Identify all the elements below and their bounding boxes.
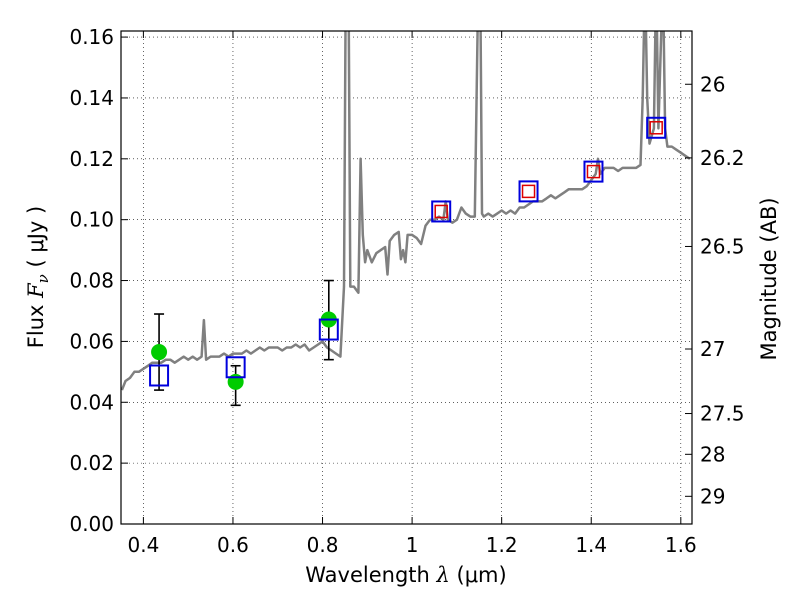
mag-tick-label: 29: [700, 484, 725, 508]
model-flux-small-square: [649, 121, 663, 135]
mag-tick-label: 26.5: [700, 234, 745, 258]
y-axis-label-subscript: ν: [34, 274, 52, 283]
y-tick-label: 0.12: [69, 147, 114, 171]
x-tick-label: 1.6: [665, 533, 697, 557]
mag-tick-label: 26.2: [700, 146, 745, 170]
y-axis-label-unit: ( μJy ): [24, 206, 48, 274]
y-axis-label: Flux Fν ( μJy ): [24, 206, 52, 348]
x-tick-label: 0.8: [307, 533, 339, 557]
y2-axis-label: Magnitude (AB): [757, 197, 781, 360]
x-axis-label-unit: (μm): [450, 563, 507, 587]
model-flux-square: [431, 200, 452, 223]
x-tick-label: 0.4: [127, 533, 159, 557]
model-spectrum-line: [121, 31, 691, 391]
y-axis-label-text: Flux: [24, 298, 48, 348]
y-tick-label: 0.14: [69, 86, 114, 110]
model-flux-square: [318, 318, 339, 341]
mag-tick-label: 26: [700, 72, 725, 96]
mag-tick-label: 28: [700, 442, 725, 466]
model-flux-square: [225, 356, 246, 379]
x-tick-label: 1.2: [486, 533, 518, 557]
model-flux-square: [646, 116, 667, 139]
observed-flux-point: [151, 344, 168, 361]
x-axis-label-symbol: λ: [436, 563, 450, 587]
model-flux-square: [518, 180, 539, 203]
y-axis-label-symbol: F: [24, 282, 48, 299]
x-axis-label-text: Wavelength: [305, 563, 436, 587]
y-tick-label: 0.06: [69, 329, 114, 353]
y-tick-label: 0.00: [69, 512, 114, 536]
y-tick-label: 0.08: [69, 269, 114, 293]
model-flux-square: [149, 364, 170, 387]
x-tick-label: 1: [406, 533, 419, 557]
x-tick-label: 0.6: [217, 533, 249, 557]
data-layer: [121, 31, 691, 407]
model-flux-small-square: [586, 164, 601, 179]
y-tick-label: 0.16: [69, 25, 114, 49]
axes: 0.4 0.6 0.8 1 1.2 1.4 1.6 0.00 0.02 0.04 0.06 0.08 0…: [69, 25, 744, 557]
y-tick-label: 0.04: [69, 390, 114, 414]
plot-frame: [120, 30, 693, 525]
model-flux-square: [583, 160, 604, 183]
x-axis-label: Wavelength λ (μm): [305, 563, 506, 587]
plot-background: [121, 31, 692, 524]
mag-tick-label: 27.5: [700, 402, 745, 426]
x-tick-label: 1.4: [575, 533, 607, 557]
y-tick-label: 0.10: [69, 208, 114, 232]
y-tick-label: 0.02: [69, 451, 114, 475]
model-flux-small-square: [434, 204, 448, 219]
model-flux-small-square: [521, 184, 536, 199]
mag-tick-label: 27: [700, 337, 725, 361]
